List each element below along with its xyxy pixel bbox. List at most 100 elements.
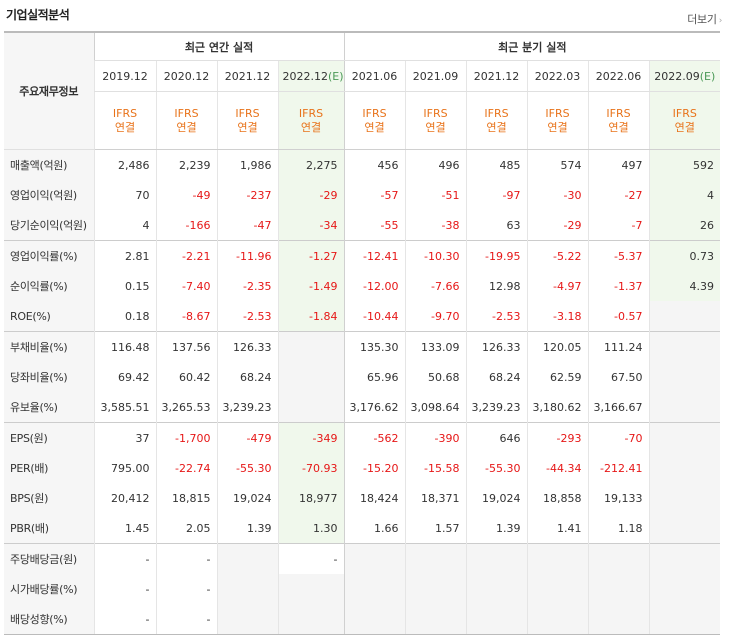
table-cell: 19,024 — [465, 483, 528, 513]
table-cell: 4 — [648, 180, 721, 210]
table-cell: 111.24 — [587, 331, 650, 362]
period-label: 2020.12 — [163, 69, 210, 83]
table-cell — [587, 574, 650, 604]
table-cell — [465, 604, 528, 635]
table-cell: 50.68 — [404, 362, 467, 392]
period-header: 2020.12 — [155, 60, 217, 92]
basis-header: IFRS 연결 — [277, 91, 345, 150]
table-cell — [648, 301, 721, 332]
more-link[interactable]: 더보기 › — [687, 11, 722, 27]
table-cell: -29 — [526, 210, 589, 241]
basis-header-row: IFRS 연결 IFRS 연결 IFRS 연결 IFRS 연결 IFRS 연결 IFRS 연결 IFRS… — [4, 91, 721, 150]
table-cell: 1.45 — [93, 513, 156, 544]
period-header: 2021.12 — [216, 60, 278, 92]
table-cell: -5.22 — [526, 240, 589, 271]
table-cell: 18,858 — [526, 483, 589, 513]
table-cell — [277, 331, 345, 362]
table-cell: 4.39 — [648, 271, 721, 301]
basis-standard: IFRS — [112, 106, 138, 120]
table-cell: -1,700 — [155, 422, 217, 453]
table-cell: 37 — [93, 422, 156, 453]
table-cell: -0.57 — [587, 301, 650, 332]
table-cell: 19,133 — [587, 483, 650, 513]
table-cell: 19,024 — [216, 483, 278, 513]
row-label: 시가배당률(%) — [4, 574, 94, 604]
table-cell: 2,486 — [93, 149, 156, 180]
period-label: 2021.12 — [224, 69, 271, 83]
table-cell — [648, 362, 721, 392]
table-cell — [216, 543, 278, 574]
table-cell: -97 — [465, 180, 528, 210]
table-row: BPS(원) 20,412 18,815 19,024 18,977 18,424 18,3… — [4, 483, 721, 513]
period-header: 2022.09(E) — [648, 60, 721, 92]
table-cell: -10.30 — [404, 240, 467, 271]
table-cell: - — [155, 604, 217, 635]
basis-header: IFRS 연결 — [216, 91, 278, 150]
table-cell: 592 — [648, 149, 721, 180]
table-cell: -1.27 — [277, 240, 345, 271]
table-cell: 496 — [404, 149, 467, 180]
table-cell: 795.00 — [93, 453, 156, 483]
period-label: 2022.09 — [654, 69, 700, 83]
table-cell — [648, 543, 721, 574]
table-cell: -55 — [343, 210, 406, 241]
table-cell: 0.15 — [93, 271, 156, 301]
estimate-mark: (E) — [699, 69, 716, 83]
label-header: 주요재무정보 — [4, 32, 94, 150]
basis-consolidation: 연결 — [674, 120, 695, 134]
basis-consolidation: 연결 — [237, 120, 258, 134]
row-label: ROE(%) — [4, 301, 94, 332]
table-cell — [526, 574, 589, 604]
basis-standard: IFRS — [484, 106, 509, 120]
table-cell: - — [277, 543, 345, 574]
table-cell — [587, 543, 650, 574]
table-cell: 2,239 — [155, 149, 217, 180]
table-cell: 12.98 — [465, 271, 528, 301]
table-cell: - — [93, 543, 156, 574]
basis-consolidation: 연결 — [608, 120, 629, 134]
table-cell: -2.53 — [216, 301, 278, 332]
table-cell — [216, 604, 278, 635]
table-cell — [277, 362, 345, 392]
table-cell: -10.44 — [343, 301, 406, 332]
basis-consolidation: 연결 — [114, 120, 136, 134]
table-cell — [526, 543, 589, 574]
table-cell: 497 — [587, 149, 650, 180]
table-cell — [587, 604, 650, 635]
table-cell: -30 — [526, 180, 589, 210]
period-header: 2022.12(E) — [277, 60, 345, 92]
table-cell: -38 — [404, 210, 467, 241]
row-label: PER(배) — [4, 453, 94, 483]
period-header: 2021.12 — [465, 60, 528, 92]
basis-consolidation: 연결 — [425, 120, 446, 134]
table-cell: -7.66 — [404, 271, 467, 301]
table-cell: -1.37 — [587, 271, 650, 301]
basis-header: IFRS 연결 — [526, 91, 589, 150]
quarter-group-header: 최근 분기 실적 — [343, 32, 721, 61]
more-label: 더보기 — [687, 13, 717, 26]
table-cell: 18,424 — [343, 483, 406, 513]
basis-standard: IFRS — [672, 106, 697, 120]
table-cell: -2.21 — [155, 240, 217, 271]
table-cell: -479 — [216, 422, 278, 453]
table-cell: 62.59 — [526, 362, 589, 392]
table-row: 주당배당금(원) - - - — [4, 543, 721, 574]
period-label: 2021.12 — [473, 69, 520, 83]
table-row: 당기순이익(억원) 4 -166 -47 -34 -55 -38 63 -29 -7 26 — [4, 210, 721, 241]
table-cell — [343, 574, 406, 604]
table-cell: -8.67 — [155, 301, 217, 332]
table-row: 매출액(억원) 2,486 2,239 1,986 2,275 456 496 485 574 4… — [4, 149, 721, 180]
table-cell: -1.49 — [277, 271, 345, 301]
row-label: 유보율(%) — [4, 392, 94, 423]
table-cell: -27 — [587, 180, 650, 210]
row-label: 당기순이익(억원) — [4, 210, 94, 241]
table-row: 영업이익률(%) 2.81 -2.21 -11.96 -1.27 -12.41 -10.30… — [4, 240, 721, 271]
table-cell: 126.33 — [465, 331, 528, 362]
table-cell: 70 — [93, 180, 156, 210]
table-cell: -29 — [277, 180, 345, 210]
period-header: 2019.12 — [93, 60, 156, 92]
table-cell — [648, 392, 721, 423]
financial-table: 주요재무정보 최근 연간 실적 최근 분기 실적 2019.12 2020.12 2… — [4, 31, 721, 635]
table-cell: -55.30 — [216, 453, 278, 483]
table-cell: -390 — [404, 422, 467, 453]
